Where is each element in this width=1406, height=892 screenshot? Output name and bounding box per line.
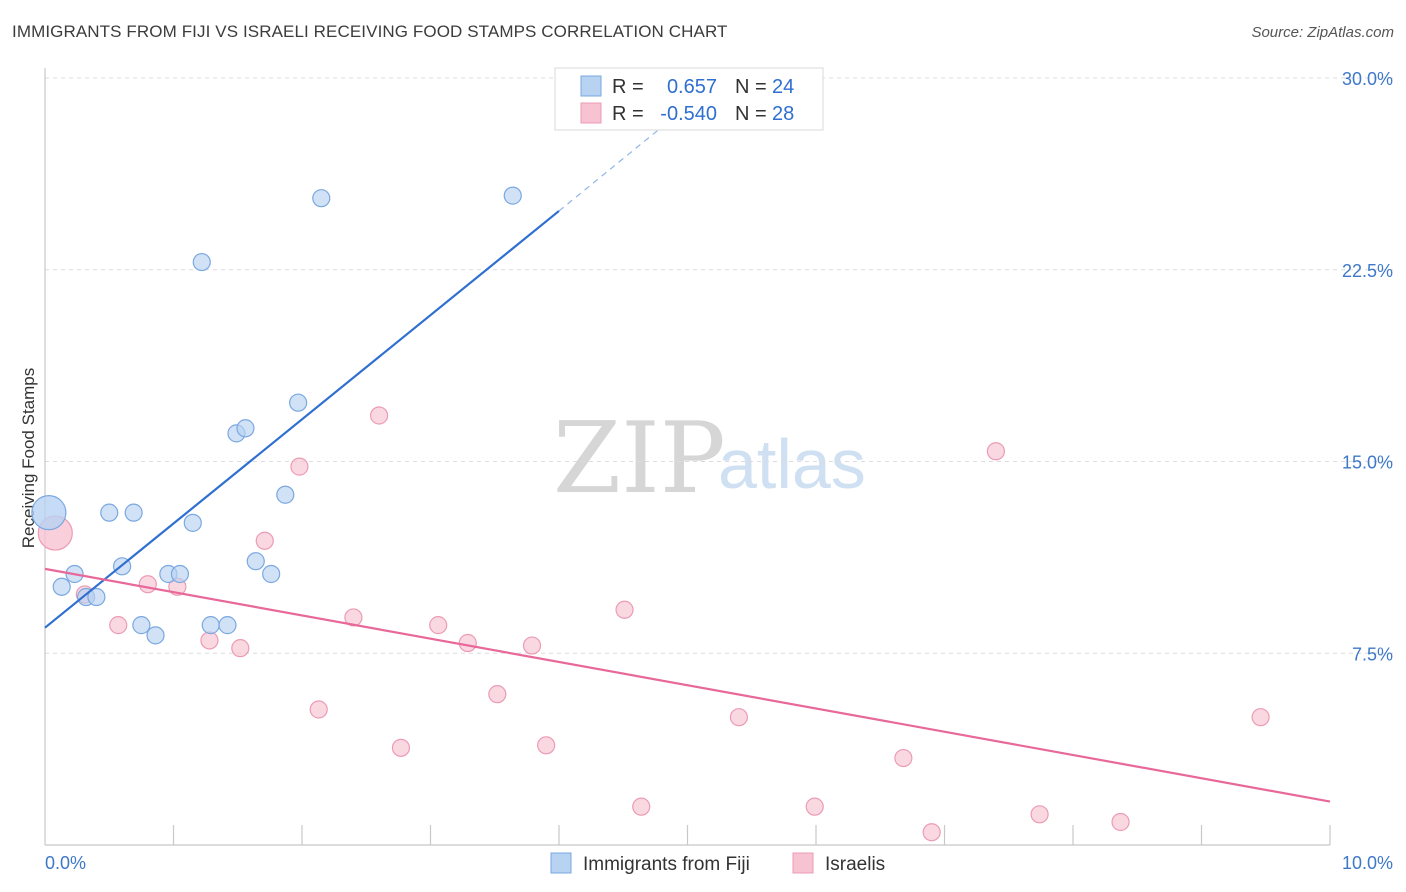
israelis-point	[255, 531, 274, 550]
israelis-point	[109, 616, 128, 635]
israelis-trend-line	[44, 567, 1331, 803]
y-tick-label: 15.0%	[1342, 453, 1393, 473]
trend-lines	[44, 105, 1331, 803]
legend-n-value-israelis: 28	[772, 103, 794, 125]
israelis-point	[1111, 812, 1130, 832]
fiji-point	[201, 616, 220, 635]
y-tick-label: 22.5%	[1342, 261, 1393, 281]
axes	[44, 68, 1331, 846]
fiji-point	[100, 503, 119, 522]
x-tick-label-min: 0.0%	[45, 853, 86, 873]
legend-swatch-israelis	[580, 102, 602, 124]
fiji-point	[289, 393, 308, 412]
israelis-point	[488, 685, 507, 704]
gridlines	[45, 77, 1393, 654]
legend-swatch-fiji	[580, 75, 602, 97]
israelis-point	[344, 608, 363, 627]
chart-title: IMMIGRANTS FROM FIJI VS ISRAELI RECEIVIN…	[12, 22, 728, 41]
fiji-point	[218, 616, 237, 635]
legend-r-value-fiji: 0.657	[667, 76, 717, 98]
israelis-point	[729, 708, 749, 727]
legend-r-label-israelis: R =	[612, 103, 644, 125]
legend-swatch-israelis-bottom	[792, 852, 814, 874]
israelis-point	[805, 797, 824, 816]
series-immigrants-from-fiji	[31, 186, 522, 645]
legend-r-label-fiji: R =	[612, 76, 644, 98]
fiji-point	[170, 564, 190, 584]
fiji-point	[312, 189, 331, 208]
fiji-trend-line	[44, 210, 560, 629]
fiji-point	[52, 577, 71, 596]
fiji-point	[236, 419, 255, 438]
watermark-atlas: atlas	[718, 425, 866, 503]
y-tick-labels: 7.5% 15.0% 22.5% 30.0%	[1342, 69, 1393, 664]
source-credit: Source: ZipAtlas.com	[1251, 24, 1394, 41]
fiji-point	[276, 485, 295, 504]
israelis-point	[537, 736, 556, 755]
y-tick-label: 7.5%	[1352, 644, 1393, 664]
israelis-point	[290, 457, 309, 476]
fiji-point	[503, 186, 522, 205]
israelis-point	[1030, 805, 1049, 824]
correlation-legend: R = 0.657 N = 24 R = -0.540 N = 28	[554, 67, 824, 131]
fiji-point	[192, 252, 211, 272]
israelis-point	[522, 636, 542, 655]
israelis-point	[200, 631, 219, 650]
watermark-zip: ZIP	[553, 402, 726, 516]
israelis-point	[894, 748, 913, 768]
legend-r-value-israelis: -0.540	[660, 103, 717, 125]
fiji-point	[146, 626, 165, 645]
israelis-point	[922, 823, 941, 842]
legend-n-label-israelis: N =	[735, 103, 767, 125]
fiji-point	[31, 495, 67, 531]
fiji-trend-extension	[558, 105, 688, 212]
israelis-point	[138, 575, 157, 594]
legend-n-value-fiji: 24	[772, 76, 794, 98]
israelis-point	[986, 442, 1006, 461]
fiji-point	[246, 552, 265, 571]
fiji-point	[87, 587, 106, 607]
watermark: ZIP atlas	[553, 402, 866, 516]
fiji-point	[262, 564, 281, 584]
legend-label-israelis: Israelis	[825, 854, 885, 875]
israelis-point	[1251, 708, 1270, 727]
y-tick-label: 30.0%	[1342, 69, 1393, 89]
x-tick-marks	[172, 825, 1331, 845]
israelis-point	[370, 406, 389, 425]
israelis-point	[309, 700, 328, 719]
y-axis-label: Receiving Food Stamps	[19, 368, 38, 548]
legend-n-label-fiji: N =	[735, 76, 767, 98]
legend-swatch-fiji-bottom	[550, 852, 572, 874]
legend-label-fiji: Immigrants from Fiji	[583, 854, 750, 875]
israelis-point	[231, 639, 250, 658]
fiji-point	[132, 616, 151, 635]
israelis-point	[615, 600, 634, 619]
series-legend: Immigrants from Fiji Israelis	[550, 852, 885, 875]
israelis-point	[632, 797, 651, 816]
israelis-point	[458, 633, 477, 653]
israelis-point	[429, 616, 448, 635]
fiji-point	[183, 513, 202, 532]
israelis-point	[391, 738, 411, 757]
fiji-point	[124, 503, 143, 522]
x-tick-label-max: 10.0%	[1342, 853, 1393, 873]
